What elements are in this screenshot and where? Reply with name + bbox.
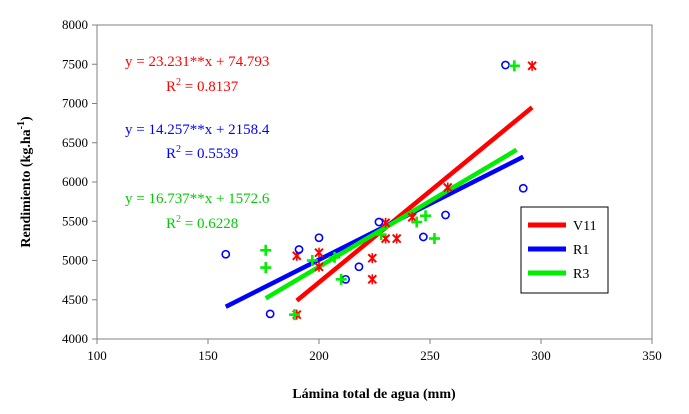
fit-line-v11	[295, 105, 534, 303]
data-point-v11	[380, 217, 391, 228]
legend-label-v11: V11	[573, 219, 597, 234]
data-point-v11	[314, 247, 324, 258]
data-point-v11	[443, 182, 453, 193]
data-point-r1	[518, 183, 528, 193]
data-point-v11	[367, 274, 377, 285]
data-point-v11	[367, 253, 377, 264]
y-axis-title-sup: -1	[16, 121, 27, 129]
fit-line-r3	[264, 147, 518, 301]
y-tick-label: 7500	[62, 56, 88, 71]
data-point-r3	[260, 244, 272, 256]
data-point-r3	[508, 60, 520, 72]
r2-v11-sup: 2	[176, 77, 181, 88]
x-tick-label: 150	[198, 348, 218, 363]
y-axis-title-main: Rendimiento (kg.ha	[19, 129, 34, 247]
legend-label-r3: R3	[573, 267, 589, 282]
fit-lines	[224, 105, 534, 309]
equation-r1: y = 14.257**x + 2158.4	[125, 122, 270, 138]
equation-v11: y = 23.231**x + 74.793	[125, 54, 269, 70]
x-tick-label: 100	[87, 348, 107, 363]
r2-r1: R2 = 0.5539	[166, 144, 238, 162]
data-point-r1	[441, 210, 450, 220]
data-point-v11	[314, 261, 324, 272]
legend: V11 R1 R3	[520, 206, 609, 294]
r2-r1-sup: 2	[176, 144, 181, 155]
r2-v11-value: = 0.8137	[181, 79, 239, 95]
data-point-r3	[306, 255, 318, 266]
y-tick-label: 8000	[62, 17, 88, 32]
data-point-v11	[391, 233, 402, 244]
legend-label-r1: R1	[573, 243, 589, 258]
y-tick-label: 6500	[62, 135, 88, 150]
r2-v11-label: R	[166, 79, 176, 95]
y-tick-label: 5000	[62, 253, 88, 268]
data-point-r1	[221, 249, 231, 259]
data-markers	[221, 60, 537, 321]
data-point-r3	[375, 229, 387, 241]
data-point-r1	[501, 60, 510, 70]
data-point-v11	[407, 212, 417, 223]
data-point-r1	[314, 233, 324, 243]
y-axis-title: Rendimiento (kg.ha-1)	[16, 116, 34, 248]
data-point-r1	[418, 232, 428, 242]
data-point-r3	[335, 273, 347, 285]
y-tick-label: 5500	[62, 213, 88, 228]
r2-r1-label: R	[166, 146, 176, 162]
equation-r3: y = 16.737**x + 1572.6	[125, 191, 270, 207]
x-tick-label: 300	[531, 348, 551, 363]
data-point-r3	[411, 216, 423, 228]
r2-r3: R2 = 0.6228	[166, 214, 238, 232]
x-axis-ticks: 100 150 200 250 300 350	[87, 339, 662, 363]
data-point-r1	[294, 245, 304, 254]
y-tick-label: 4500	[62, 292, 88, 307]
data-point-r3	[260, 262, 272, 274]
x-tick-label: 250	[420, 348, 440, 363]
data-point-r1	[374, 217, 384, 227]
data-point-r3	[420, 210, 432, 222]
r2-r3-sup: 2	[176, 214, 181, 225]
r2-r1-value: = 0.5539	[181, 146, 238, 162]
r2-v11: R2 = 0.8137	[166, 77, 239, 95]
y-tick-label: 4000	[62, 331, 88, 346]
x-tick-label: 350	[642, 348, 662, 363]
x-tick-label: 200	[309, 348, 329, 363]
x-axis-title: Lámina total de agua (mm)	[292, 387, 456, 402]
data-point-r3	[329, 251, 341, 263]
data-point-r3	[428, 233, 440, 245]
data-point-r3	[289, 309, 301, 321]
y-tick-label: 7000	[62, 96, 88, 111]
y-tick-label: 6000	[62, 174, 88, 189]
data-point-v11	[527, 60, 537, 71]
y-axis-ticks: 4000 4500 5000 5500 6000 6500 7000 7500 8000	[62, 17, 97, 346]
data-point-r1	[265, 309, 275, 319]
r2-r3-value: = 0.6228	[181, 216, 238, 232]
data-point-r1	[354, 262, 364, 272]
y-axis-title-close: )	[19, 116, 34, 121]
r2-r3-label: R	[166, 216, 176, 232]
